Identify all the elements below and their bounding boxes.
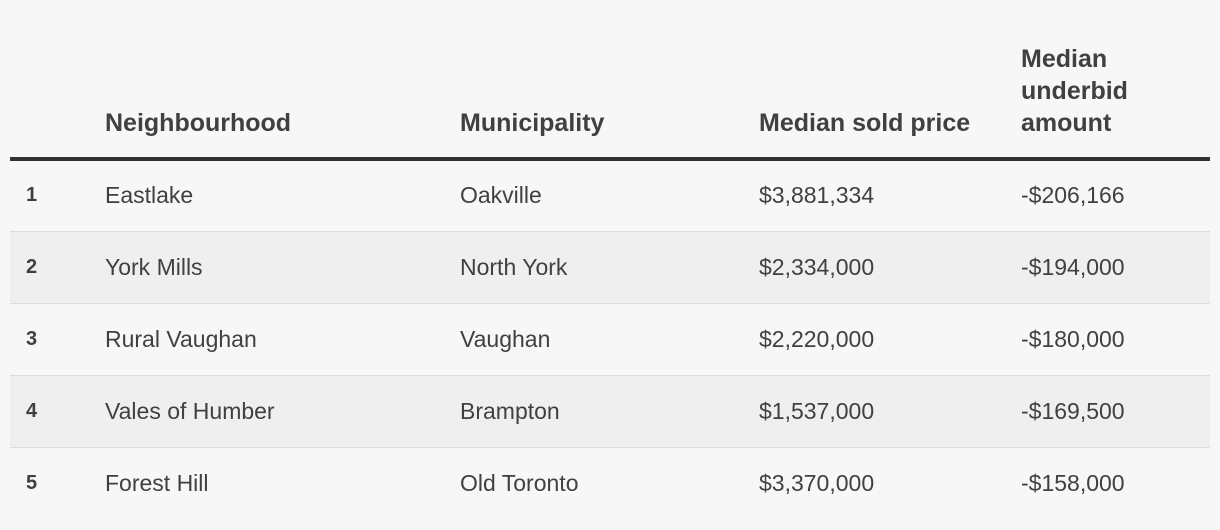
cell-rank: 4 xyxy=(10,375,105,448)
cell-median-sold-price: $3,881,334 xyxy=(759,159,1021,232)
data-table-container: Neighbourhood Municipality Median sold p… xyxy=(10,0,1210,519)
cell-median-sold-price: $2,334,000 xyxy=(759,231,1021,304)
table-row: 1 Eastlake Oakville $3,881,334 -$206,166 xyxy=(10,159,1210,232)
table-row: 3 Rural Vaughan Vaughan $2,220,000 -$180… xyxy=(10,303,1210,376)
cell-neighbourhood: Rural Vaughan xyxy=(105,303,460,376)
cell-median-sold-price: $3,370,000 xyxy=(759,469,875,496)
cell-median-underbid-amount: -$158,000 xyxy=(1021,469,1125,496)
cell-municipality: North York xyxy=(460,231,759,304)
cell-neighbourhood: Forest Hill xyxy=(105,469,209,496)
cell-neighbourhood: Eastlake xyxy=(105,159,460,232)
cell-rank: 2 xyxy=(10,231,105,304)
neighbourhood-underbid-table: Neighbourhood Municipality Median sold p… xyxy=(10,0,1210,519)
cell-median-sold-price: $1,537,000 xyxy=(759,375,1021,448)
table-header: Neighbourhood Municipality Median sold p… xyxy=(10,0,1210,161)
cell-neighbourhood: York Mills xyxy=(105,231,460,304)
cell-median-underbid-amount: -$206,166 xyxy=(1021,159,1210,232)
cell-municipality: Oakville xyxy=(460,159,759,232)
cell-rank: 5 xyxy=(26,471,38,494)
cell-median-underbid-amount: -$180,000 xyxy=(1021,303,1210,376)
cell-municipality: Old Toronto xyxy=(460,469,579,496)
table-row: 4 Vales of Humber Brampton $1,537,000 -$… xyxy=(10,375,1210,448)
cell-municipality: Brampton xyxy=(460,375,759,448)
header-municipality: Municipality xyxy=(460,0,759,161)
cell-rank: 1 xyxy=(10,159,105,232)
header-rank xyxy=(10,0,105,161)
cell-median-sold-price: $2,220,000 xyxy=(759,303,1021,376)
table-row: 2 York Mills North York $2,334,000 -$194… xyxy=(10,231,1210,304)
table-row: 5 Forest Hill Old Toronto $3,370,000 -$1… xyxy=(10,447,1210,519)
header-neighbourhood: Neighbourhood xyxy=(105,0,460,161)
cell-median-underbid-amount: -$169,500 xyxy=(1021,375,1210,448)
header-median-underbid-amount: Median underbid amount xyxy=(1021,0,1210,161)
cell-municipality: Vaughan xyxy=(460,303,759,376)
header-median-sold-price: Median sold price xyxy=(759,0,1021,161)
header-row: Neighbourhood Municipality Median sold p… xyxy=(10,0,1210,161)
cell-median-underbid-amount: -$194,000 xyxy=(1021,231,1210,304)
table-body: 1 Eastlake Oakville $3,881,334 -$206,166… xyxy=(10,159,1210,519)
cell-neighbourhood: Vales of Humber xyxy=(105,375,460,448)
cell-rank: 3 xyxy=(10,303,105,376)
